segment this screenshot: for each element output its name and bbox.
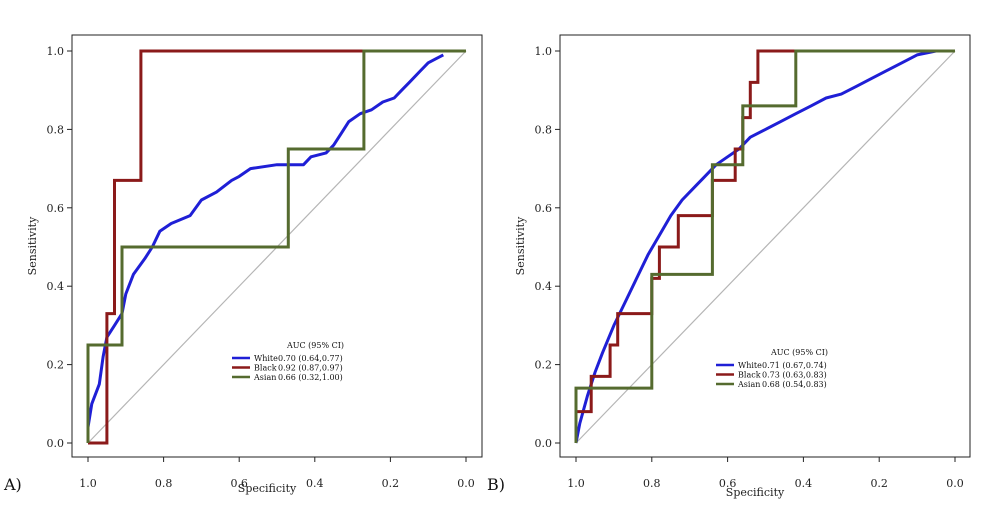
legend-label-black: Black [738, 371, 761, 380]
x-tick-label: 0.2 [382, 477, 400, 490]
y-axis-title-a: Sensitivity [26, 216, 39, 275]
y-tick-label: 0.4 [47, 280, 65, 293]
legend-title-a: AUC (95% CI) [286, 341, 344, 350]
x-tick-label: 0.2 [870, 477, 888, 490]
x-axis-title-b: Specificity [726, 486, 785, 499]
y-tick-label: 0.8 [535, 123, 553, 136]
roc-curves-b [574, 49, 955, 444]
panel-label-b: B) [487, 475, 505, 494]
x-tick-label: 0.6 [719, 477, 737, 490]
legend-title-b: AUC (95% CI) [770, 348, 828, 357]
y-ticks-a: 0.0 0.2 0.4 0.6 0.8 1.0 [47, 45, 72, 450]
y-tick-label: 0.0 [535, 437, 553, 450]
legend-auc-white: 0.70 (0.64,0.77) [278, 354, 343, 363]
legend-auc-white: 0.71 (0.67,0.74) [762, 361, 827, 370]
legend-label-asian: Asian [737, 380, 760, 389]
roc-curve-black-a [88, 49, 466, 445]
x-tick-label: 1.0 [567, 477, 585, 490]
x-tick-label: 1.0 [79, 477, 97, 490]
roc-curve-black-b [574, 49, 955, 443]
roc-curve-white-a [86, 53, 444, 443]
roc-curve-asian-b [574, 49, 955, 443]
panel-b: 0.0 0.2 0.4 0.6 0.8 1.0 1.0 0.8 0.6 0.4 0.2 0.0 Se… [487, 34, 971, 499]
x-ticks-b: 1.0 0.8 0.6 0.4 0.2 0.0 [567, 457, 964, 490]
reference-diagonal-b [575, 50, 956, 444]
x-tick-label: 0.0 [457, 477, 475, 490]
y-axis-title-b: Sensitivity [514, 216, 527, 275]
x-tick-label: 0.8 [643, 477, 661, 490]
x-axis-title-a: Specificity [238, 482, 297, 495]
x-tick-label: 0.0 [946, 477, 964, 490]
x-tick-label: 0.8 [155, 477, 173, 490]
plot-frame-b [559, 34, 971, 458]
legend-b: AUC (95% CI) White 0.71 (0.67,0.74)Black 0… [716, 348, 828, 389]
y-tick-label: 0.6 [535, 202, 553, 215]
y-tick-label: 1.0 [535, 45, 553, 58]
roc-curve-asian-a [86, 49, 466, 443]
legend-label-white: White [738, 361, 762, 370]
x-tick-label: 0.4 [306, 477, 324, 490]
y-ticks-b: 0.0 0.2 0.4 0.6 0.8 1.0 [535, 45, 560, 450]
x-tick-label: 0.4 [795, 477, 813, 490]
roc-curves-a [86, 49, 466, 445]
y-tick-label: 0.2 [535, 359, 553, 372]
legend-auc-black: 0.92 (0.87,0.97) [278, 364, 343, 373]
panel-label-a: A) [3, 475, 22, 494]
legend-auc-asian: 0.66 (0.32,1.00) [278, 373, 343, 382]
legend-label-black: Black [254, 364, 277, 373]
legend-label-white: White [254, 354, 278, 363]
legend-auc-asian: 0.68 (0.54,0.83) [762, 380, 827, 389]
x-tick-label: 0.6 [230, 477, 248, 490]
legend-label-asian: Asian [253, 373, 276, 382]
roc-curve-white-b [574, 49, 937, 444]
plot-frame-a [71, 34, 483, 458]
legend-a: AUC (95% CI) White 0.70 (0.64,0.77)Black 0… [232, 341, 344, 382]
y-tick-label: 0.2 [47, 359, 65, 372]
y-tick-label: 0.4 [535, 280, 553, 293]
y-tick-label: 0.0 [47, 437, 65, 450]
panel-a: 0.0 0.2 0.4 0.6 0.8 1.0 1.0 0.8 0.6 0.4 0.2 0.0 Se… [3, 34, 483, 495]
y-tick-label: 1.0 [47, 45, 65, 58]
y-tick-label: 0.6 [47, 202, 65, 215]
y-tick-label: 0.8 [47, 123, 65, 136]
legend-auc-black: 0.73 (0.63,0.83) [762, 371, 827, 380]
x-ticks-a: 1.0 0.8 0.6 0.4 0.2 0.0 [79, 457, 475, 490]
